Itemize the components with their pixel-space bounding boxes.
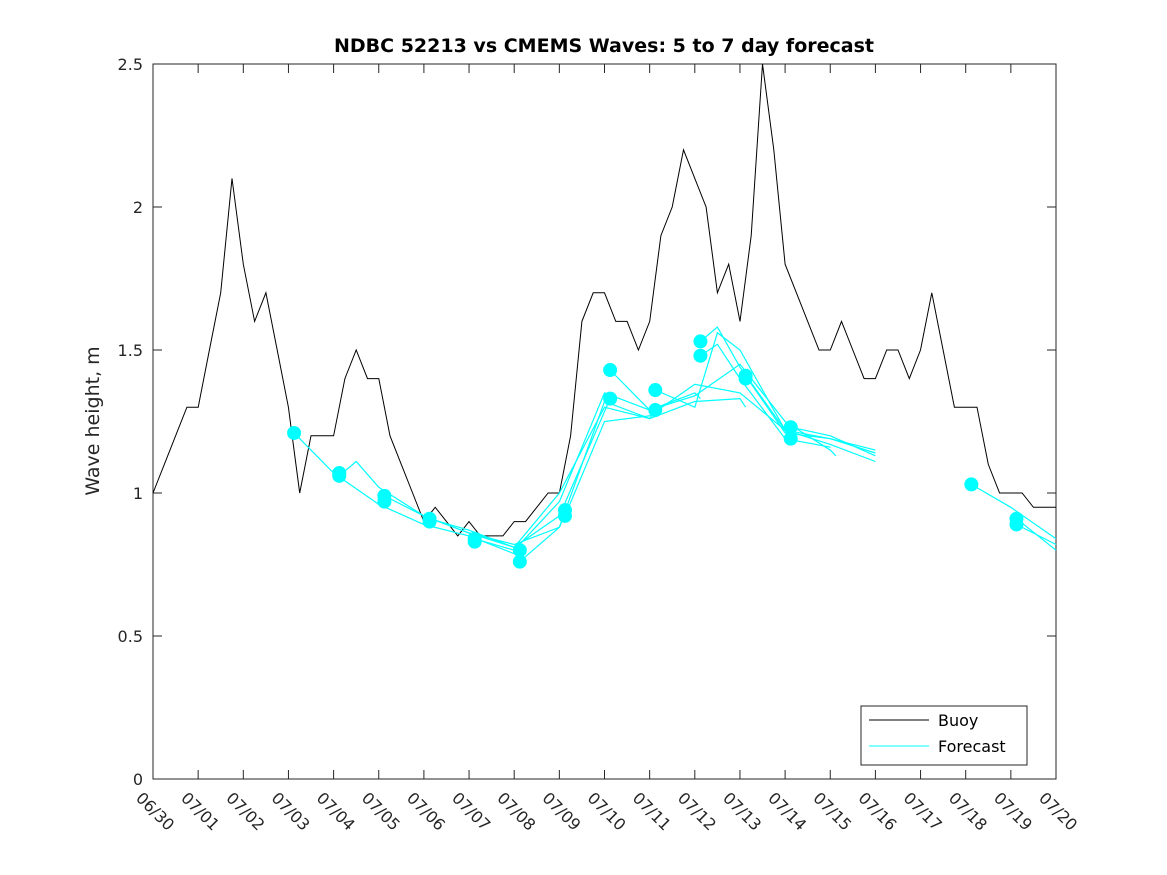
- forecast-marker: [377, 494, 392, 509]
- forecast-marker: [783, 431, 798, 446]
- forecast-run-line: [745, 375, 876, 451]
- forecast-run-line: [970, 483, 1057, 540]
- chart-title: NDBC 52213 vs CMEMS Waves: 5 to 7 day fo…: [334, 35, 874, 57]
- forecast-run-line: [1016, 523, 1057, 546]
- forecast-marker: [603, 363, 618, 378]
- y-tick-label: 0.5: [118, 627, 143, 646]
- forecast-run-line: [384, 398, 611, 548]
- forecast-marker: [422, 514, 437, 529]
- forecast-run-line: [519, 397, 747, 563]
- buoy-line: [152, 63, 1056, 537]
- forecast-marker: [693, 334, 708, 349]
- legend-box: [860, 705, 1028, 766]
- forecast-marker: [648, 403, 663, 418]
- legend-label-forecast: Forecast: [938, 737, 1006, 756]
- forecast-marker: [648, 383, 663, 398]
- forecast-marker: [557, 508, 572, 523]
- legend: Buoy Forecast: [860, 705, 1028, 766]
- y-tick-label: 1.5: [118, 341, 143, 360]
- y-tick-label: 2: [133, 198, 143, 217]
- forecast-marker: [693, 348, 708, 363]
- forecast-marker: [287, 425, 302, 440]
- buoy-series: [152, 63, 1056, 537]
- y-tick-label: 0: [133, 770, 143, 789]
- y-tick-label: 1: [133, 484, 143, 503]
- forecast-marker: [332, 468, 347, 483]
- y-axis: 0 0.5 1 1.5 2 2.5: [118, 55, 1056, 789]
- forecast-run-line: [655, 331, 876, 463]
- y-axis-label: Wave height, m: [82, 346, 104, 495]
- legend-label-buoy: Buoy: [938, 711, 978, 730]
- forecast-marker: [512, 554, 527, 569]
- forecast-marker: [603, 391, 618, 406]
- forecast-marker: [467, 534, 482, 549]
- forecast-marker: [964, 477, 979, 492]
- forecast-markers: [287, 334, 1024, 569]
- y-tick-label: 2.5: [118, 55, 143, 74]
- forecast-marker: [1009, 517, 1024, 532]
- forecast-marker: [738, 371, 753, 386]
- forecast-run-line: [790, 426, 876, 457]
